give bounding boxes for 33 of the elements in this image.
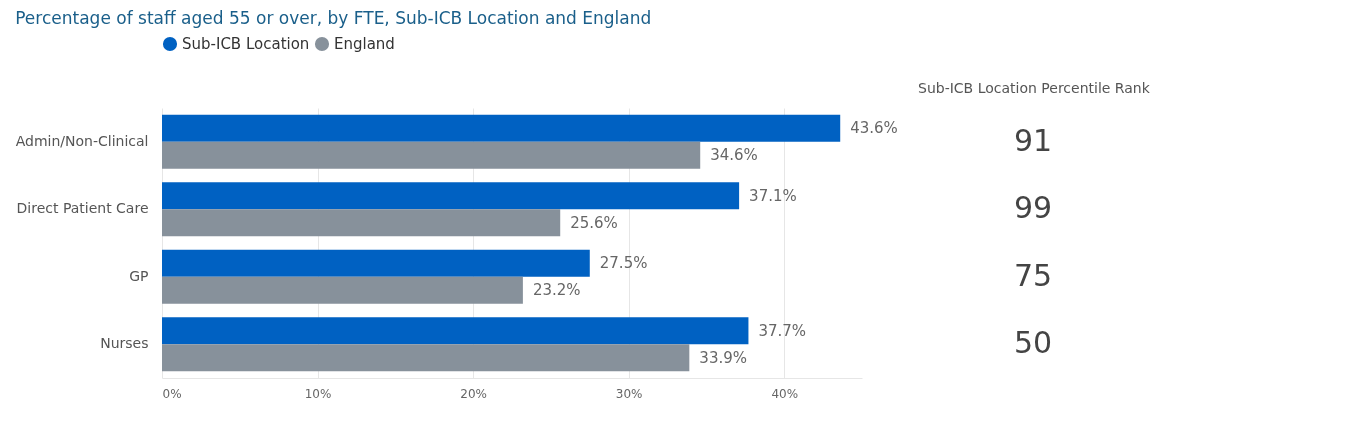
x-tick-label: 0% xyxy=(162,386,182,401)
legend-label: Sub-ICB Location xyxy=(182,35,310,53)
x-tick-label: 30% xyxy=(615,386,643,401)
data-label: 99 xyxy=(1013,190,1053,226)
y-tick-label: Direct Patient Care xyxy=(16,200,149,217)
data-label: 27.5% xyxy=(599,254,648,273)
bar xyxy=(162,114,841,142)
data-label: 33.9% xyxy=(699,348,747,367)
bar xyxy=(162,209,561,237)
x-tick-label: 10% xyxy=(304,386,332,401)
data-label: 91 xyxy=(1013,122,1053,158)
bar xyxy=(162,317,749,345)
bar xyxy=(162,276,523,304)
x-tick-label: 20% xyxy=(460,386,487,401)
data-label: 37.7% xyxy=(758,321,807,340)
data-label: 75 xyxy=(1013,257,1053,293)
bar xyxy=(162,182,740,210)
data-label: 37.1% xyxy=(749,186,797,205)
data-label: 25.6% xyxy=(570,213,618,232)
chart-title: Percentage of staff aged 55 or over, by FTE, Sub-ICB Location and England xyxy=(15,8,652,28)
bar xyxy=(162,344,690,372)
y-tick-label: GP xyxy=(129,267,149,284)
data-label: 43.6% xyxy=(850,119,898,138)
y-tick-label: Nurses xyxy=(100,335,149,352)
data-label: 23.2% xyxy=(532,281,581,300)
data-label: 34.6% xyxy=(710,146,758,165)
x-tick-label: 40% xyxy=(771,386,799,401)
bar xyxy=(162,141,701,169)
y-tick-label: Admin/Non-Clinical xyxy=(15,132,149,149)
bar xyxy=(162,249,590,277)
data-label: 50 xyxy=(1013,325,1053,361)
text: Sub-ICB Location Percentile Rank xyxy=(918,80,1151,96)
legend-label: England xyxy=(334,35,395,53)
